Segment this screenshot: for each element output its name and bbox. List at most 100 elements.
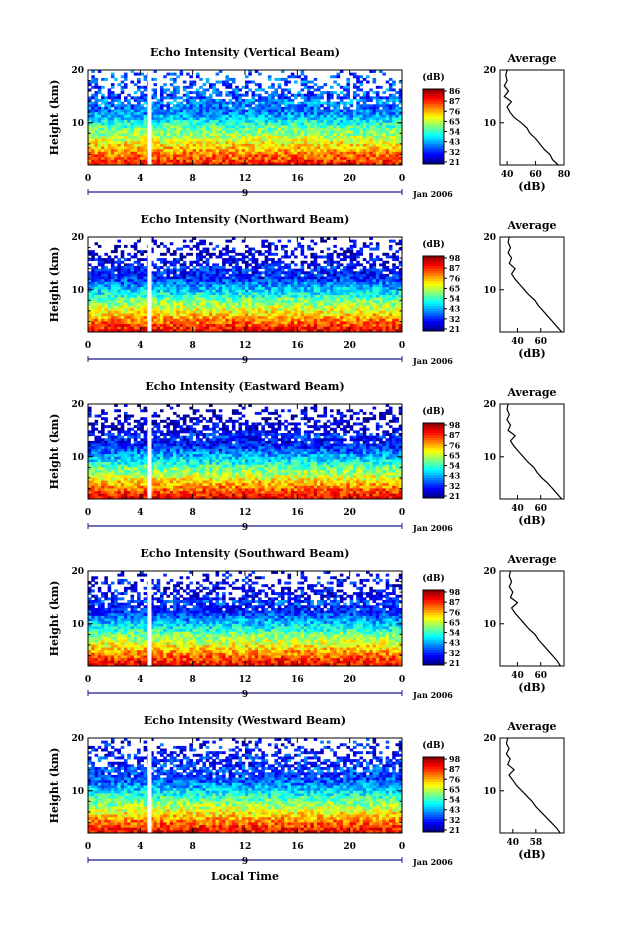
heatmap-cell [192,268,197,272]
heatmap-cell [173,302,177,306]
heatmap-cell [274,109,279,113]
heatmap-cell [166,284,171,288]
heatmap-cell [130,289,135,293]
heatmap-cell [212,117,216,121]
heatmap-cell [336,135,341,139]
heatmap-cell [359,271,364,275]
heatmap-cell [294,141,298,145]
heatmap-cell [303,284,308,288]
heatmap-cell [310,292,314,296]
heatmap-cell [323,117,328,121]
heatmap-cell [104,143,108,147]
heatmap-cell [130,96,135,100]
heatmap-cell [366,75,370,79]
heatmap-cell [382,128,386,131]
heatmap-cell [130,106,135,110]
heatmap-cell [336,276,341,280]
heatmap-cell [248,292,252,296]
heatmap-cell [189,83,193,87]
heatmap-cell [143,117,148,121]
heatmap-cell [352,271,357,275]
heatmap-cell [114,281,118,285]
heatmap-cell [274,287,279,291]
heatmap-cell [222,133,226,137]
heatmap-cell [189,125,193,129]
heatmap-cell [349,271,354,275]
heatmap-cell [316,146,321,150]
heatmap-cell [395,109,400,113]
heatmap-cell [238,109,243,113]
heatmap-cell [101,276,105,280]
heatmap-cell [212,308,216,312]
heatmap-cell [91,96,95,100]
heatmap-cell [222,120,226,124]
heatmap-cell [101,77,105,81]
heatmap-cell [320,237,324,240]
heatmap-cell [101,106,105,110]
heatmap-cell [372,120,377,124]
heatmap-cell [245,244,249,248]
heatmap-cell [202,271,207,275]
heatmap-cell [215,109,220,113]
heatmap-cell [313,242,318,246]
heatmap-cell [248,135,252,139]
heatmap-cell [218,289,223,293]
heatmap-cell [267,122,272,126]
heatmap-cell [192,143,197,147]
heatmap-cell [310,260,314,264]
heatmap-cell [231,266,236,269]
heatmap-cell [120,266,125,269]
heatmap-cell [159,310,164,314]
heatmap-cell [352,266,357,269]
heatmap-cell [186,146,190,150]
heatmap-cell [388,143,393,147]
heatmap-cell [140,141,144,145]
heatmap-cell [94,281,99,285]
heatmap-cell [254,260,259,264]
heatmap-cell [379,96,383,100]
heatmap-cell [235,138,239,142]
heatmap-cell [277,135,282,139]
heatmap-cell [280,271,285,275]
heatmap-cell [290,157,295,161]
heatmap-cell [313,141,318,145]
heatmap-cell [104,162,108,166]
heatmap-cell [133,260,138,264]
heatmap-cell [189,146,193,150]
heatmap-cell [123,120,128,124]
heatmap-cell [359,252,364,256]
heatmap-cell [366,146,370,150]
heatmap-cell [176,96,180,100]
heatmap-cell [176,154,180,158]
heatmap-cell [101,305,105,309]
heatmap-cell [205,308,210,312]
heatmap-cell [346,120,350,124]
heatmap-cell [228,154,233,158]
heatmap-cell [222,157,226,161]
heatmap-cell [343,308,347,312]
heatmap-cell [346,135,350,139]
heatmap-cell [300,157,305,161]
heatmap-cell [94,300,99,304]
heatmap-cell [173,128,177,131]
heatmap-cell [333,106,337,110]
heatmap-cell [274,133,279,137]
heatmap-cell [284,271,288,275]
heatmap-cell [169,112,174,116]
heatmap-cell [212,263,216,267]
heatmap-cell [258,305,262,309]
heatmap-cell [202,106,207,110]
heatmap-cell [323,122,328,126]
heatmap-cell [349,149,354,153]
heatmap-cell [182,128,187,131]
heatmap-cell [284,308,288,312]
heatmap-cell [280,268,285,272]
heatmap-cell [222,305,226,309]
heatmap-cell [359,117,364,121]
heatmap-cell [150,154,154,158]
heatmap-cell [313,93,318,97]
heatmap-cell [130,141,135,145]
heatmap-cell [395,281,400,285]
heatmap-cell [366,149,370,153]
heatmap-cell [274,154,279,158]
